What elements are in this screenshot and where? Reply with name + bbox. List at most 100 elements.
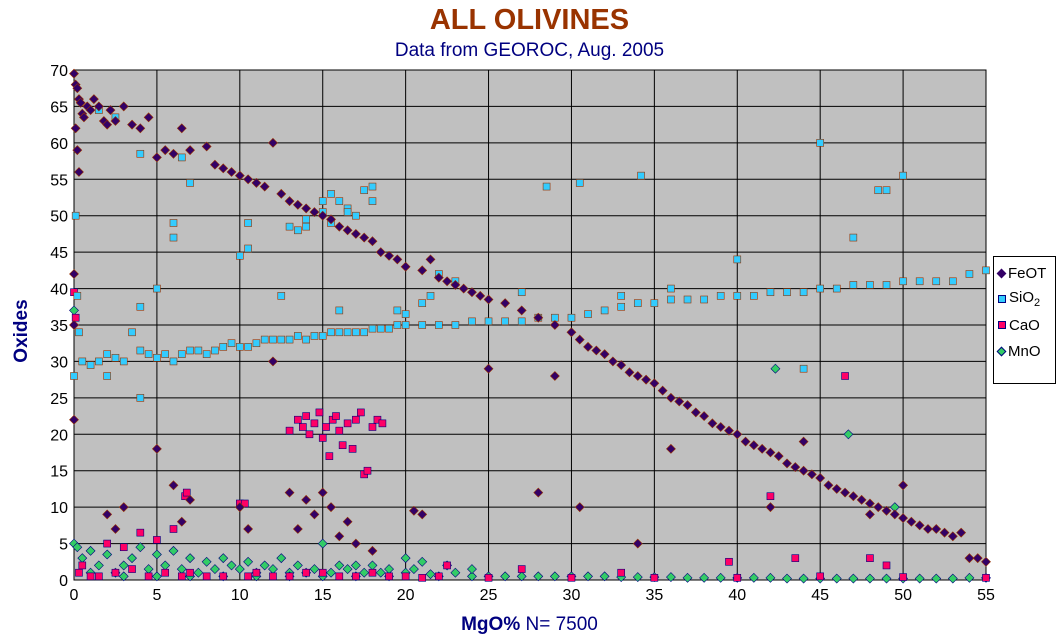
feot-point [914, 520, 925, 531]
mno-point [865, 573, 875, 584]
sio2-point [302, 222, 310, 231]
mno-point [218, 553, 229, 564]
feot-point [176, 516, 187, 527]
feot-point [69, 68, 79, 79]
mno-point [259, 560, 270, 571]
feot-point [831, 484, 842, 494]
cao-point [103, 539, 111, 548]
sio2-point [285, 335, 294, 344]
cao-point [385, 572, 393, 581]
cao-point [517, 565, 526, 573]
sio2-point [285, 222, 294, 231]
mno-point [843, 429, 854, 440]
cao-point [841, 372, 849, 380]
sio2-point [733, 292, 742, 300]
cao-point [153, 536, 161, 544]
sio2-point [899, 277, 907, 286]
sio2-point [86, 361, 95, 369]
cao-point [418, 574, 427, 582]
y-tick-label: 5 [59, 537, 68, 554]
sio2-point [849, 233, 858, 242]
feot-point [898, 480, 909, 491]
feot-point [607, 356, 618, 367]
mno-point [881, 573, 892, 584]
cao-point [302, 412, 310, 420]
sio2-point [484, 317, 493, 326]
mno-point [93, 560, 104, 571]
feot-point [616, 360, 627, 370]
cao-point [816, 572, 824, 581]
sio2-point [468, 317, 476, 326]
feot-point [69, 269, 79, 279]
mno-point [765, 572, 776, 583]
cao-point [78, 561, 87, 570]
feot-point [276, 188, 287, 199]
gridlines [73, 69, 987, 581]
feot-point [848, 491, 859, 502]
x-tick-label: 50 [894, 587, 912, 604]
feot-point [350, 229, 361, 239]
mno-point [151, 549, 162, 560]
legend-item-sio2: SiO2 [998, 289, 1040, 309]
sio2-point [186, 179, 194, 187]
sio2-point [277, 335, 286, 344]
feot-point [268, 137, 278, 148]
feot-point [699, 411, 710, 421]
mno-point [72, 542, 83, 553]
sio2-point [882, 281, 891, 289]
sio2-point [882, 186, 891, 195]
sio2-point [451, 321, 460, 329]
feot-point [301, 203, 312, 214]
mno-point [947, 573, 958, 584]
feot-point [690, 407, 701, 418]
feot-point [748, 440, 759, 451]
mno-point [334, 560, 345, 571]
sio2-point [633, 299, 642, 307]
cao-point [368, 568, 377, 577]
feot-point [118, 502, 129, 513]
cao-point [982, 574, 990, 582]
sio2-point [169, 233, 178, 242]
sio2-point [866, 281, 874, 289]
mno-point [533, 571, 544, 582]
sio2-point [177, 350, 186, 358]
sio2-point [335, 306, 344, 315]
feot-point [964, 553, 975, 564]
sio2-point [982, 266, 990, 275]
x-tick-label: 35 [645, 587, 663, 604]
sio2-point [517, 317, 526, 326]
feot-point [168, 148, 179, 159]
mno-point [549, 571, 560, 582]
sio2-point [177, 153, 186, 162]
cao-point [285, 426, 294, 435]
cao-point [310, 419, 319, 428]
feot-point [201, 141, 212, 152]
sio2-point [327, 190, 335, 198]
sio2-point [343, 208, 352, 216]
cao-point [219, 572, 228, 581]
feot-point [549, 371, 560, 381]
sio2-point [111, 353, 120, 362]
feot-point [865, 498, 875, 509]
mno-point [234, 564, 245, 574]
feot-point [923, 524, 933, 534]
feot-point [840, 487, 850, 498]
feot-point [467, 287, 477, 298]
mno-point [931, 573, 942, 584]
feot-point [151, 152, 162, 163]
y-tick-label: 70 [50, 63, 68, 80]
feot-point [259, 181, 270, 192]
sio2-point [783, 288, 791, 297]
sio2-point [169, 219, 178, 227]
mno-point [118, 560, 129, 571]
cao-point [725, 557, 733, 566]
y-tick-label: 10 [50, 500, 68, 517]
feot-point [375, 247, 386, 258]
diamond-marker-icon [996, 346, 1007, 356]
feot-point [135, 123, 146, 134]
sio2-point [352, 328, 360, 337]
mno-point [309, 564, 320, 574]
sio2-point [260, 335, 269, 344]
cao-point [378, 419, 387, 428]
cao-point [111, 568, 120, 577]
